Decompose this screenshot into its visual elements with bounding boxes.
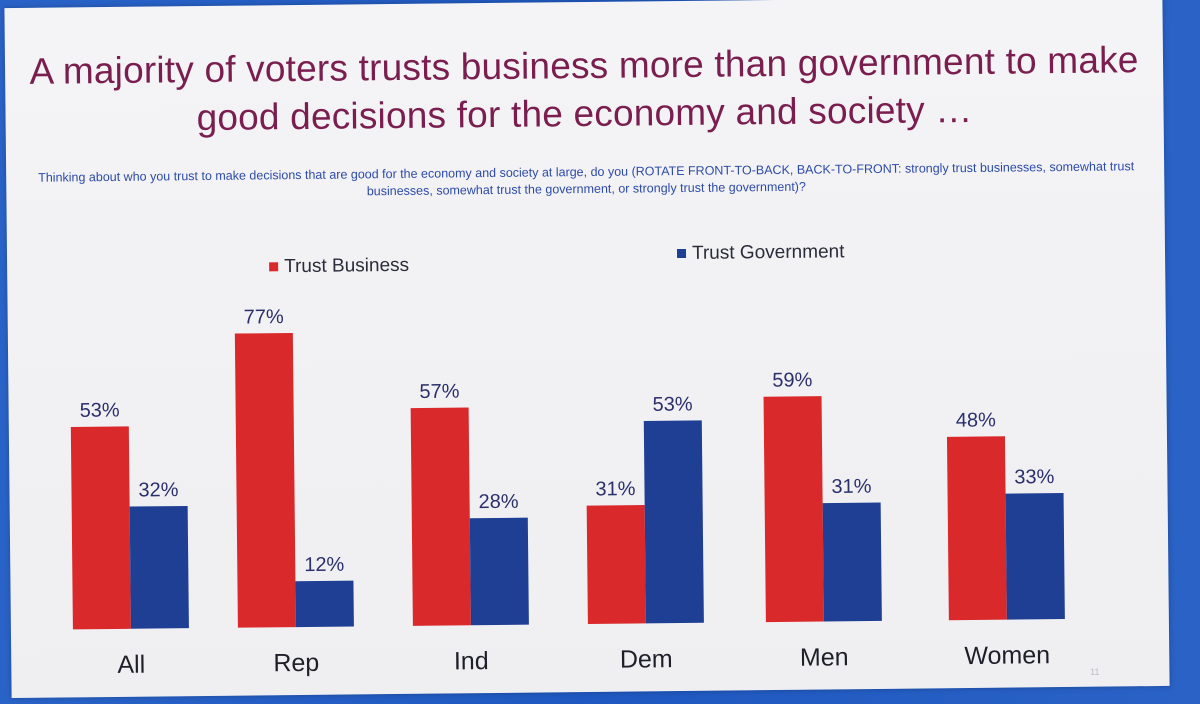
bar-dem-business bbox=[586, 504, 646, 625]
value-label-rep-government: 12% bbox=[304, 554, 344, 576]
bar-women-government bbox=[1005, 492, 1065, 620]
legend-swatch-government bbox=[676, 248, 687, 259]
bar-women-business bbox=[946, 436, 1007, 621]
value-label-all-government: 32% bbox=[138, 479, 178, 501]
value-label-rep-business: 77% bbox=[244, 306, 284, 328]
category-label-women: Women bbox=[964, 641, 1050, 670]
value-label-ind-government: 28% bbox=[478, 491, 518, 513]
value-label-dem-business: 31% bbox=[595, 478, 635, 500]
bar-rep-business bbox=[234, 332, 296, 628]
bar-chart: Trust Business Trust Government 53% 32% All 7… bbox=[70, 241, 1065, 679]
value-label-men-business: 59% bbox=[772, 369, 812, 391]
legend-label-business: Trust Business bbox=[284, 255, 409, 277]
bar-all-government bbox=[129, 505, 189, 629]
value-label-women-business: 48% bbox=[956, 409, 996, 431]
value-label-all-business: 53% bbox=[80, 399, 120, 421]
bar-dem-government bbox=[643, 420, 704, 624]
category-label-dem: Dem bbox=[620, 645, 673, 674]
legend-swatch-business bbox=[269, 262, 279, 272]
legend-label-government: Trust Government bbox=[692, 241, 845, 264]
value-label-dem-government: 53% bbox=[652, 393, 692, 415]
category-label-men: Men bbox=[800, 643, 849, 672]
page-number: 11 bbox=[1090, 666, 1100, 677]
bar-men-government bbox=[822, 502, 882, 622]
category-label-all: All bbox=[117, 651, 145, 679]
value-label-men-government: 31% bbox=[831, 476, 871, 498]
bar-all-business bbox=[70, 426, 131, 630]
value-label-women-government: 33% bbox=[1014, 466, 1054, 488]
bar-men-business bbox=[763, 396, 824, 623]
category-label-rep: Rep bbox=[273, 649, 319, 677]
bar-ind-business bbox=[410, 407, 471, 626]
bar-rep-government bbox=[295, 580, 354, 628]
value-label-ind-business: 57% bbox=[419, 381, 459, 403]
bar-ind-government bbox=[469, 517, 529, 626]
category-label-ind: Ind bbox=[454, 647, 489, 675]
slide: A majority of voters trusts business mor… bbox=[4, 0, 1170, 699]
